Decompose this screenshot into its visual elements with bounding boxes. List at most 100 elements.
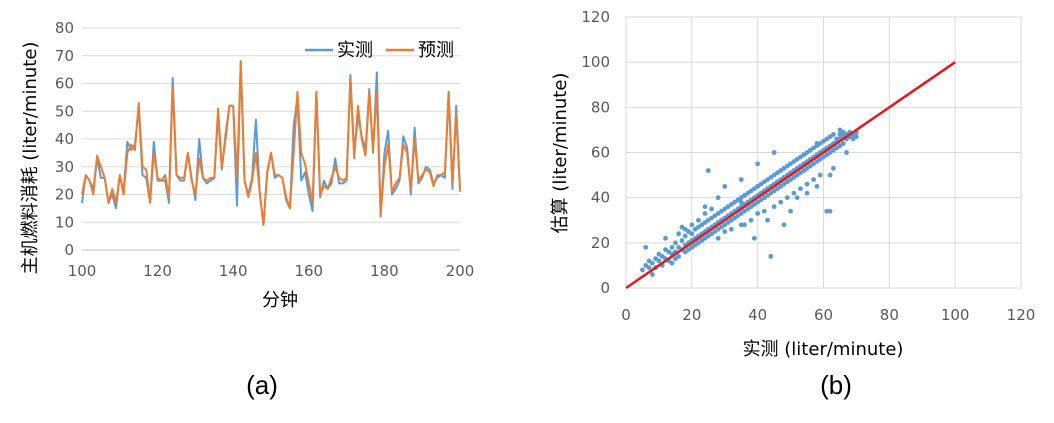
scatter-point [771, 204, 777, 210]
chart-a-gridlines [82, 27, 460, 251]
scatter-point [682, 233, 688, 239]
scatter-point [656, 258, 662, 264]
scatter-point [794, 195, 800, 201]
scatter-point [709, 206, 714, 212]
chart-b-y-tick-label: 40 [591, 189, 610, 207]
scatter-point [646, 265, 652, 271]
chart-b: 0 20 40 60 80 100 120 0 20 40 60 80 100 120 实测 (lite… [550, 8, 1035, 400]
series-line-predicted [81, 60, 461, 227]
scatter-point [771, 150, 777, 155]
scatter-point [748, 217, 754, 223]
scatter-point [738, 199, 744, 205]
chart-a: 0 10 20 30 40 50 60 70 80 100 120 140 160 180 200 实测 … [20, 19, 474, 400]
scatter-point [804, 190, 810, 196]
scatter-point [702, 211, 708, 216]
scatter-point [814, 183, 820, 189]
scatter-point [672, 240, 678, 246]
chart-a-x-tick-labels: 100 120 140 160 180 200 [68, 262, 475, 280]
scatter-point [702, 204, 708, 210]
scatter-point [830, 165, 836, 171]
chart-b-reference-line [625, 61, 956, 290]
scatter-point [784, 195, 790, 201]
scatter-point [814, 141, 820, 146]
scatter-point [854, 134, 859, 140]
chart-b-y-tick-label: 20 [591, 234, 610, 252]
chart-b-x-tick-labels: 0 20 40 60 80 100 120 [621, 306, 1035, 324]
chart-a-x-tick-label: 180 [370, 262, 399, 280]
chart-a-legend: 实测 预测 [305, 40, 454, 61]
scatter-point [778, 199, 784, 205]
reference-line-y-equals-x [625, 61, 956, 290]
chart-b-y-tick-labels: 0 20 40 60 80 100 120 [581, 8, 610, 297]
scatter-point [788, 208, 793, 214]
scatter-point [649, 272, 655, 277]
chart-b-y-axis-title: 估算 (liter/minute) [550, 73, 571, 234]
scatter-point [669, 260, 675, 266]
chart-a-y-tick-label: 70 [55, 47, 74, 65]
chart-a-y-tick-label: 80 [55, 19, 74, 37]
scatter-point [827, 208, 833, 214]
chart-a-y-tick-label: 0 [64, 241, 74, 259]
legend-label-predicted: 预测 [418, 40, 454, 61]
series-line-measured [81, 60, 461, 227]
scatter-point [781, 222, 787, 228]
scatter-point [837, 127, 843, 133]
scatter-point [640, 267, 645, 273]
legend-label-measured: 实测 [337, 40, 373, 61]
chart-a-x-tick-label: 200 [446, 262, 475, 280]
scatter-point [649, 260, 655, 266]
chart-b-x-tick-label: 0 [621, 306, 631, 324]
scatter-point [676, 253, 682, 259]
chart-a-y-axis-title: 主机燃料消耗 (liter/minute) [20, 42, 41, 275]
chart-a-x-tick-label: 120 [143, 262, 172, 280]
chart-b-x-tick-label: 40 [748, 306, 767, 324]
chart-a-caption: (a) [246, 370, 278, 400]
scatter-point [728, 226, 734, 232]
chart-a-y-tick-label: 20 [55, 186, 74, 204]
chart-b-x-tick-label: 100 [941, 306, 970, 324]
scatter-point [751, 235, 757, 241]
scatter-point [844, 150, 849, 155]
scatter-point [676, 231, 682, 237]
scatter-point [755, 211, 761, 216]
scatter-point [738, 177, 744, 183]
scatter-point [696, 217, 701, 223]
chart-b-y-tick-label: 60 [591, 144, 610, 162]
chart-b-x-axis-title: 实测 (liter/minute) [743, 339, 904, 360]
chart-b-y-tick-label: 0 [600, 279, 610, 297]
chart-a-y-tick-label: 50 [55, 102, 74, 120]
chart-b-y-tick-label: 80 [591, 98, 610, 116]
scatter-point [682, 226, 688, 232]
scatter-point [722, 229, 728, 234]
chart-b-x-tick-label: 120 [1007, 306, 1036, 324]
scatter-point [643, 244, 649, 250]
chart-b-x-tick-label: 60 [814, 306, 833, 324]
scatter-point [834, 136, 840, 142]
chart-b-y-tick-label: 100 [581, 53, 610, 71]
chart-b-x-tick-label: 20 [682, 306, 701, 324]
scatter-point [830, 132, 836, 137]
chart-a-y-tick-label: 40 [55, 130, 74, 148]
chart-a-y-tick-labels: 0 10 20 30 40 50 60 70 80 [55, 19, 74, 259]
chart-a-x-axis-title: 分钟 [262, 290, 298, 311]
scatter-point [761, 208, 767, 214]
scatter-point [715, 195, 721, 201]
scatter-point [791, 190, 797, 196]
chart-b-gridlines [625, 16, 1022, 289]
scatter-point [705, 168, 711, 173]
chart-a-x-tick-label: 160 [294, 262, 323, 280]
scatter-point [663, 235, 668, 241]
chart-a-y-tick-label: 30 [55, 158, 74, 176]
scatter-point [798, 186, 803, 192]
chart-b-y-tick-label: 120 [581, 8, 610, 26]
scatter-point [669, 244, 675, 250]
scatter-point [840, 141, 846, 146]
scatter-point [755, 161, 761, 167]
chart-a-series [81, 60, 461, 227]
scatter-point [715, 235, 721, 241]
scatter-point [827, 172, 833, 178]
scatter-point [804, 181, 810, 187]
chart-a-y-tick-label: 10 [55, 213, 74, 231]
scatter-point [824, 208, 830, 214]
